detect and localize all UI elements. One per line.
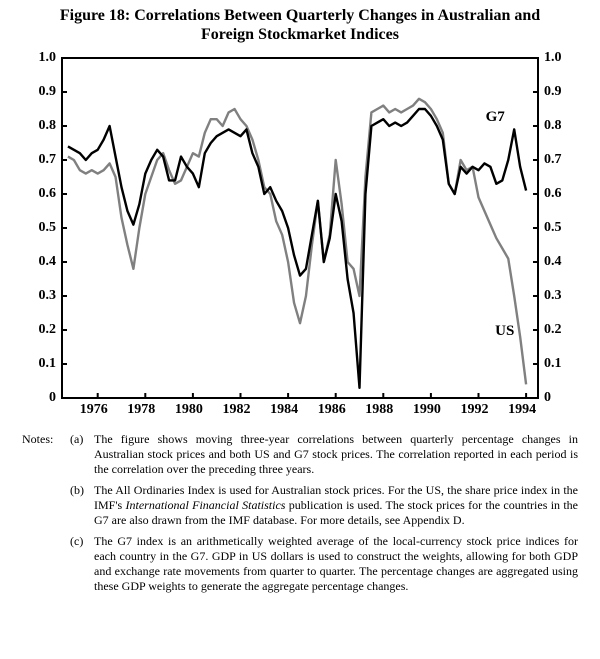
y-axis-tick-right: 0: [544, 390, 551, 406]
y-axis-tick-left: 0: [49, 390, 56, 406]
y-axis-tick-left: 0.5: [39, 220, 57, 236]
figure-title-line1: Figure 18: Correlations Between Quarterl…: [60, 7, 540, 24]
note-row: (b)The All Ordinaries Index is used for …: [22, 483, 578, 528]
figure-notes: Notes:(a)The figure shows moving three-y…: [0, 426, 600, 594]
note-tag: (a): [70, 432, 94, 447]
y-axis-tick-left: 0.4: [39, 254, 57, 270]
y-axis-tick-right: 0.3: [544, 288, 562, 304]
x-axis-tick: 1990: [413, 402, 441, 418]
y-axis-tick-right: 0.6: [544, 186, 562, 202]
y-axis-tick-right: 0.5: [544, 220, 562, 236]
y-axis-tick-right: 0.9: [544, 84, 562, 100]
y-axis-tick-left: 0.9: [39, 84, 57, 100]
figure-title-line2: Foreign Stockmarket Indices: [201, 26, 399, 43]
x-axis-tick: 1978: [127, 402, 155, 418]
x-axis-tick: 1980: [175, 402, 203, 418]
y-axis-tick-right: 0.8: [544, 118, 562, 134]
x-axis-tick: 1994: [508, 402, 536, 418]
y-axis-tick-right: 0.4: [544, 254, 562, 270]
y-axis-tick-right: 0.7: [544, 152, 562, 168]
x-axis-tick: 1992: [461, 402, 489, 418]
x-axis-tick: 1986: [318, 402, 346, 418]
y-axis-tick-right: 1.0: [544, 50, 562, 66]
series-label-us: US: [495, 323, 514, 340]
y-axis-tick-left: 0.3: [39, 288, 57, 304]
series-label-g7: G7: [486, 109, 505, 126]
chart-area: 0 0 0.1 0.1 0.2 0.2 0.3 0.3 0.4 0.4 0.5 0.5 0.6 0.6 0.…: [20, 48, 580, 426]
figure-18-page: Figure 18: Correlations Between Quarterl…: [0, 0, 600, 659]
x-axis-tick: 1984: [270, 402, 298, 418]
note-tag: (b): [70, 483, 94, 498]
figure-title: Figure 18: Correlations Between Quarterl…: [0, 0, 600, 44]
correlation-line-chart: [20, 48, 580, 426]
notes-label: Notes:: [22, 432, 70, 447]
y-axis-tick-left: 1.0: [39, 50, 57, 66]
y-axis-tick-right: 0.1: [544, 356, 562, 372]
y-axis-tick-left: 0.8: [39, 118, 57, 134]
y-axis-tick-right: 0.2: [544, 322, 562, 338]
note-text: The figure shows moving three-year corre…: [94, 432, 578, 477]
y-axis-tick-left: 0.1: [39, 356, 57, 372]
y-axis-tick-left: 0.6: [39, 186, 57, 202]
note-row: Notes:(a)The figure shows moving three-y…: [22, 432, 578, 477]
x-axis-tick: 1988: [365, 402, 393, 418]
x-axis-tick: 1982: [223, 402, 251, 418]
note-text: The G7 index is an arithmetically weight…: [94, 534, 578, 594]
x-axis-tick: 1976: [80, 402, 108, 418]
y-axis-tick-left: 0.7: [39, 152, 57, 168]
note-row: (c)The G7 index is an arithmetically wei…: [22, 534, 578, 594]
note-tag: (c): [70, 534, 94, 549]
y-axis-tick-left: 0.2: [39, 322, 57, 338]
note-text: The All Ordinaries Index is used for Aus…: [94, 483, 578, 528]
